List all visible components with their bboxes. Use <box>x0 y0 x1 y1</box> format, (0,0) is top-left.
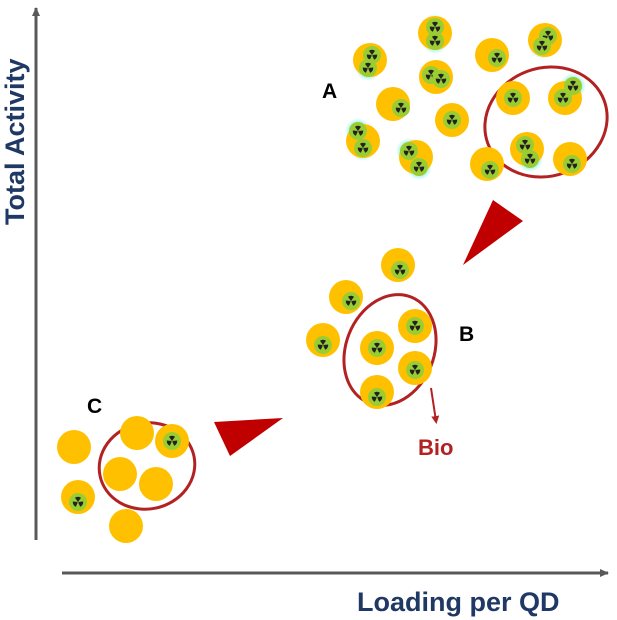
radiation-trefoil-icon <box>357 142 369 153</box>
quantum-dot-icon <box>396 138 433 180</box>
radiation-trefoil-icon <box>567 80 579 91</box>
radiation-trefoil-icon <box>371 342 383 353</box>
quantum-dot-icon <box>398 309 432 343</box>
radiation-trefoil-icon <box>491 52 503 63</box>
cluster-b-quantum-dots <box>306 248 432 409</box>
radiation-trefoil-icon <box>366 49 378 60</box>
bio-label: Bio <box>418 435 453 460</box>
quantum-dot-icon <box>155 424 189 458</box>
quantum-dot-icon <box>548 73 586 115</box>
cluster-a-quantum-dots <box>345 14 587 181</box>
bio-arrow <box>430 387 440 424</box>
lower-progression-arrowhead-icon <box>214 418 283 456</box>
quantum-dot-icon <box>381 248 415 282</box>
radiation-trefoil-icon <box>557 92 569 103</box>
radiation-trefoil-icon <box>345 295 357 306</box>
upper-progression-arrowhead-icon <box>463 200 523 265</box>
cluster-a-label: A <box>322 80 337 103</box>
quantum-dot-icon <box>103 457 137 491</box>
radiation-trefoil-icon <box>72 496 84 507</box>
quantum-dot-icon <box>61 480 95 515</box>
radiation-trefoil-icon <box>429 35 441 46</box>
quantum-dot-icon <box>109 509 143 543</box>
quantum-dot-icon <box>470 147 504 181</box>
radiation-trefoil-icon <box>409 364 421 375</box>
quantum-dot-icon <box>360 375 394 409</box>
quantum-dot-icon <box>120 416 154 450</box>
cluster-b-label: B <box>459 323 474 346</box>
radiation-trefoil-icon <box>484 164 496 175</box>
quantum-dot-icon <box>329 280 363 314</box>
radiation-trefoil-icon <box>429 21 441 32</box>
quantum-dot-icon <box>553 142 587 176</box>
quantum-dot-icon <box>360 331 394 365</box>
quantum-dot-icon <box>398 351 432 385</box>
quantum-dot-icon <box>528 23 562 59</box>
radiation-trefoil-icon <box>566 158 578 169</box>
radiation-trefoil-icon <box>519 139 531 150</box>
quantum-dot-icon <box>57 430 91 464</box>
radiation-trefoil-icon <box>435 73 447 84</box>
quantum-dot-icon <box>353 42 387 81</box>
x-axis-title: Loading per QD <box>357 587 560 617</box>
quantum-dot-icon <box>418 14 452 54</box>
quantum-dot-icon <box>376 87 410 121</box>
radiation-trefoil-icon <box>317 339 329 350</box>
radiation-trefoil-icon <box>352 125 364 136</box>
quantum-dot-icon <box>345 118 380 161</box>
cluster-c-label: C <box>87 395 102 418</box>
cluster-c-quantum-dots <box>57 416 189 543</box>
quantum-dot-icon <box>510 132 544 172</box>
radiation-trefoil-icon <box>409 320 421 331</box>
radiation-trefoil-icon <box>166 435 178 446</box>
quantum-dot-icon <box>418 60 454 94</box>
radiation-trefoil-icon <box>524 153 536 164</box>
radiation-trefoil-icon <box>371 391 383 402</box>
radiation-trefoil-icon <box>413 161 425 172</box>
quantum-dot-icon <box>496 81 530 115</box>
quantum-dot-icon <box>139 467 173 501</box>
radiation-trefoil-icon <box>536 40 548 51</box>
radiation-trefoil-icon <box>394 264 406 275</box>
y-axis-title: Total Activity <box>0 58 30 225</box>
radiation-trefoil-icon <box>403 145 415 156</box>
quantum-dot-icon <box>475 38 509 72</box>
radiation-trefoil-icon <box>395 102 407 113</box>
radiation-trefoil-icon <box>446 114 458 125</box>
quantum-dot-icon <box>306 323 340 357</box>
radiation-trefoil-icon <box>507 92 519 103</box>
radiation-trefoil-icon <box>362 62 374 73</box>
quantum-dot-icon <box>435 103 469 137</box>
